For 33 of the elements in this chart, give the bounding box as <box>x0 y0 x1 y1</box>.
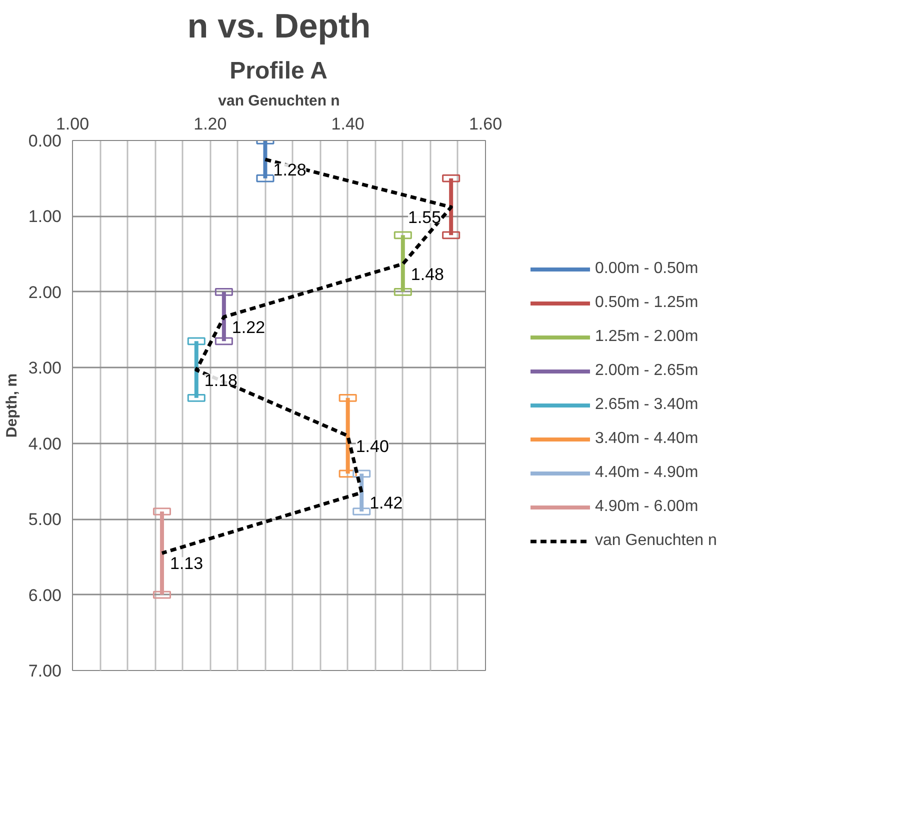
x-tick-label: 1.20 <box>194 114 227 134</box>
data-label: 1.48 <box>410 264 444 284</box>
legend-label: 1.25m - 2.00m <box>595 328 698 346</box>
legend-label: 0.00m - 0.50m <box>595 260 698 278</box>
y-tick-label: 3.00 <box>28 358 62 378</box>
x-axis-title: van Genuchten n <box>218 92 340 110</box>
x-tick-label: 1.60 <box>468 114 502 134</box>
legend-label: 4.40m - 4.90m <box>595 464 698 482</box>
x-tick-label: 1.40 <box>331 114 364 134</box>
chart-subtitle: Profile A <box>230 58 328 84</box>
data-label: 1.13 <box>170 554 204 574</box>
y-tick-label: 4.00 <box>28 434 62 454</box>
y-tick-label: 0.00 <box>28 132 62 150</box>
data-label: 1.18 <box>204 370 238 390</box>
y-tick-label: 2.00 <box>28 282 62 302</box>
legend-label: 3.40m - 4.40m <box>595 430 698 448</box>
chart-title: n vs. Depth <box>187 8 371 46</box>
y-tick-label: 1.00 <box>28 207 62 226</box>
data-label: 1.40 <box>356 436 389 456</box>
data-label: 1.28 <box>273 160 306 180</box>
data-label: 1.22 <box>232 318 266 337</box>
legend-label: 2.00m - 2.65m <box>595 362 698 380</box>
legend-label: van Genuchten n <box>595 532 717 550</box>
data-label: 1.42 <box>370 494 403 513</box>
y-tick-label: 6.00 <box>28 586 62 605</box>
y-axis-title: Depth, m <box>3 373 20 438</box>
legend-label: 0.50m - 1.25m <box>595 294 698 312</box>
x-tick-label: 1.00 <box>56 114 90 134</box>
legend-label: 2.65m - 3.40m <box>595 396 698 414</box>
y-tick-label: 7.00 <box>28 662 62 680</box>
legend-label: 4.90m - 6.00m <box>595 498 698 516</box>
y-tick-label: 5.00 <box>28 510 62 530</box>
data-label: 1.55 <box>408 208 442 228</box>
